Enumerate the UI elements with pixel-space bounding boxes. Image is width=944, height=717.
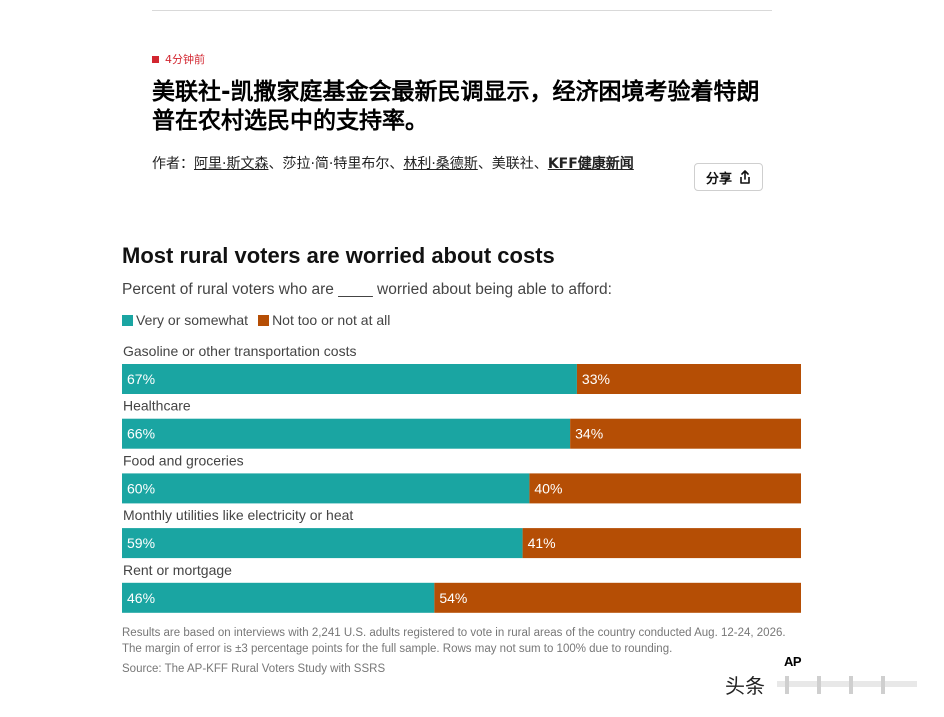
bar-not-too-or-not-at-all	[522, 528, 801, 559]
bar-value-label: 41%	[528, 535, 556, 551]
byline-separator: 、美联社、	[477, 156, 548, 172]
bar-value-label: 33%	[582, 371, 610, 387]
share-label: 分享	[705, 171, 732, 187]
byline: 作者：阿里·斯文森、莎拉·简·特里布尔、林利·桑德斯、美联社、KFF健康新闻	[152, 154, 677, 174]
category-label: Healthcare	[123, 398, 191, 414]
byline-prefix: 作者：	[152, 156, 194, 172]
bar-very-or-somewhat	[122, 418, 571, 449]
legend-swatch	[122, 314, 133, 326]
chart-legend: Very or somewhat Not too or not at all	[122, 312, 400, 328]
bar-value-label: 46%	[127, 590, 155, 606]
bar-not-too-or-not-at-all	[434, 582, 801, 613]
bar-not-too-or-not-at-all	[570, 418, 801, 449]
bar-not-too-or-not-at-all	[529, 473, 801, 504]
category-label: Monthly utilities like electricity or he…	[123, 507, 353, 523]
article-headline: 美联社-凯撒家庭基金会最新民调显示，经济困境考验着特朗普在农村选民中的支持率。	[152, 79, 760, 134]
chart-source: Source: The AP-KFF Rural Voters Study wi…	[122, 663, 386, 675]
bar-value-label: 66%	[127, 426, 155, 442]
byline-separator: 、莎拉·简·特里布尔、	[268, 156, 404, 172]
author-link[interactable]: 阿里·斯文森	[194, 156, 269, 172]
bar-value-label: 54%	[439, 590, 467, 606]
category-label: Food and groceries	[123, 452, 244, 468]
live-indicator-icon	[152, 55, 159, 63]
bar-very-or-somewhat	[122, 364, 577, 394]
legend-swatch	[258, 314, 270, 326]
author-link[interactable]: 林利·桑德斯	[403, 156, 478, 172]
ap-logo: AP	[784, 654, 802, 669]
bar-value-label: 34%	[575, 426, 603, 442]
bar-not-too-or-not-at-all	[576, 364, 801, 394]
category-label: Rent or mortgage	[123, 562, 232, 578]
chart-subtitle: Percent of rural voters who are ____ wor…	[122, 281, 612, 298]
timestamp: 4分钟前	[152, 51, 205, 67]
category-label: Gasoline or other transportation costs	[123, 343, 356, 359]
toutiao-watermark: 头条	[725, 674, 917, 698]
bar-value-label: 59%	[127, 535, 155, 551]
legend-label: Not too or not at all	[272, 312, 391, 328]
share-button[interactable]: 分享	[694, 163, 763, 191]
bar-very-or-somewhat	[122, 582, 435, 613]
legend-item-very-or-somewhat: Very or somewhat	[122, 312, 248, 328]
svg-text:头条: 头条	[725, 674, 765, 698]
legend-label: Very or somewhat	[136, 312, 249, 328]
bar-very-or-somewhat	[122, 528, 523, 559]
timestamp-text: 4分钟前	[165, 53, 205, 66]
legend-item-not-too-or-not-at-all: Not too or not at all	[258, 312, 390, 328]
top-divider	[152, 10, 772, 11]
bar-value-label: 60%	[127, 480, 155, 496]
chart-footnote: Results are based on interviews with 2,2…	[122, 627, 786, 655]
bar-very-or-somewhat	[122, 473, 530, 504]
share-icon	[740, 170, 750, 184]
chart-title: Most rural voters are worried about cost…	[122, 243, 555, 268]
author-link[interactable]: KFF健康新闻	[547, 156, 634, 172]
bar-value-label: 40%	[534, 480, 562, 496]
bar-value-label: 67%	[127, 371, 155, 387]
